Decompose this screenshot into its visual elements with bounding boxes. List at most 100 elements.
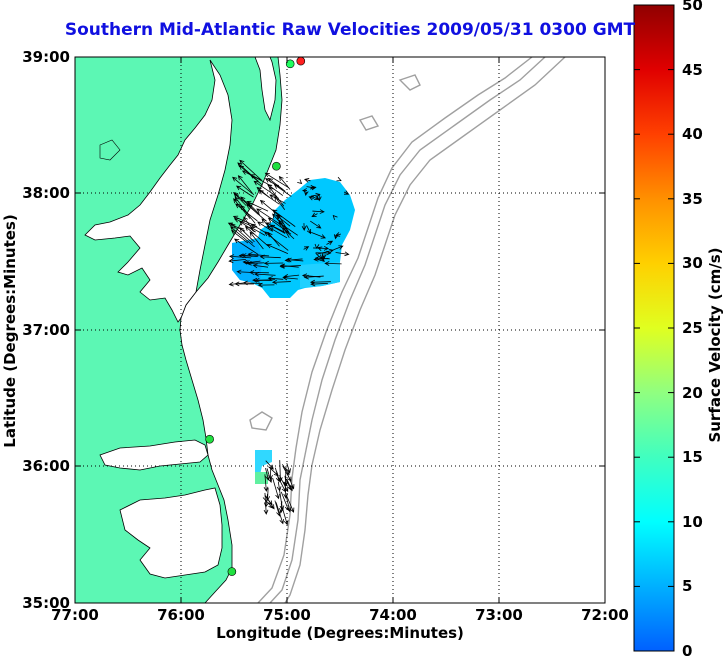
velocity-arrow	[263, 474, 269, 492]
velocity-arrow	[264, 493, 269, 508]
velocity-arrow	[256, 186, 270, 198]
velocity-arrow	[236, 269, 253, 275]
velocity-arrow	[232, 176, 252, 194]
velocity-arrow	[278, 219, 290, 238]
velocity-arrow	[308, 196, 314, 201]
station-marker	[285, 59, 295, 69]
velocity-arrow	[233, 238, 259, 255]
station-markers	[205, 57, 306, 576]
velocity-arrow	[230, 226, 255, 248]
velocity-arrow	[313, 256, 329, 262]
y-tick-label: 38:00	[22, 184, 70, 202]
colorbar	[633, 4, 675, 652]
velocity-arrow	[301, 273, 321, 279]
velocity-arrow	[262, 497, 274, 509]
velocity-arrow	[265, 222, 286, 233]
colorbar-tick-label: 35	[682, 190, 703, 208]
y-tick-label: 39:00	[22, 48, 70, 66]
axis-ticks	[75, 57, 605, 603]
delaware-bay	[254, 57, 277, 122]
velocity-arrow	[275, 214, 291, 227]
station-marker	[227, 567, 237, 576]
velocity-arrow	[301, 223, 307, 231]
velocity-arrow	[252, 263, 269, 269]
velocity-arrow	[258, 189, 280, 205]
velocity-arrow	[271, 279, 291, 285]
velocity-arrow	[263, 260, 284, 266]
velocity-arrow	[306, 184, 316, 190]
y-tick-label: 35:00	[22, 594, 70, 612]
velocity-arrow	[266, 243, 289, 254]
velocity-arrow	[240, 196, 259, 215]
albemarle-sound	[99, 439, 209, 471]
velocity-arrow	[312, 209, 325, 214]
velocity-arrow	[282, 275, 298, 281]
velocity-arrow	[243, 216, 255, 233]
velocity-arrow	[246, 260, 265, 266]
velocity-arrow	[303, 178, 311, 183]
velocity-arrow	[333, 234, 339, 240]
velocity-arrow	[228, 281, 246, 287]
velocity-arrow	[264, 178, 284, 190]
x-tick-label: 75:00	[263, 606, 311, 624]
colorbar-tick-label: 20	[682, 384, 703, 402]
island	[99, 139, 121, 161]
velocity-arrow	[273, 184, 292, 197]
colorbar-tick-label: 25	[682, 319, 703, 337]
x-tick-label: 72:00	[581, 606, 629, 624]
velocity-arrow	[274, 500, 281, 517]
velocity-arrow	[280, 491, 290, 512]
chesapeake-bay	[84, 59, 233, 323]
velocity-arrow	[280, 503, 289, 526]
map-title: Southern Mid-Atlantic Raw Velocities 200…	[64, 20, 636, 40]
velocity-arrow	[261, 218, 274, 232]
velocity-arrow	[254, 277, 275, 283]
velocity-arrow	[237, 162, 259, 182]
velocity-arrow	[317, 248, 334, 255]
velocity-arrow	[267, 217, 292, 235]
velocity-arrow	[247, 252, 270, 257]
velocity-arrow	[228, 254, 252, 259]
velocity-arrow	[275, 502, 284, 525]
velocity-arrow	[313, 245, 330, 251]
velocity-arrow	[257, 282, 275, 288]
velocity-arrow	[302, 188, 308, 193]
station-marker	[272, 161, 281, 171]
colorbar-tick-label: 15	[682, 448, 703, 466]
velocity-arrow	[263, 492, 269, 515]
y-axis-label: Latitude (Degrees:Minutes)	[1, 214, 19, 448]
velocity-arrow	[249, 174, 272, 187]
velocity-arrow	[284, 257, 303, 263]
velocity-arrow	[314, 243, 320, 250]
station-marker	[296, 57, 306, 66]
velocity-arrow	[269, 194, 286, 204]
x-tick-label: 77:00	[51, 606, 99, 624]
velocity-arrow	[259, 199, 279, 216]
x-tick-label: 76:00	[157, 606, 205, 624]
velocity-arrow	[240, 204, 256, 224]
velocity-arrow	[231, 229, 249, 244]
velocity-arrow	[283, 482, 289, 499]
y-tick-label: 37:00	[22, 321, 70, 339]
velocity-arrow	[297, 179, 303, 185]
velocity-arrow	[332, 214, 338, 220]
velocity-arrow	[335, 251, 350, 257]
colorbar-tick-label: 0	[682, 642, 693, 660]
bathymetry-contours	[249, 57, 566, 603]
velocity-arrow	[306, 225, 312, 235]
velocity-arrow	[311, 212, 318, 217]
velocity-arrow	[279, 264, 301, 269]
velocity-arrow	[267, 232, 280, 247]
velocity-arrow	[310, 192, 321, 198]
velocity-arrow	[285, 494, 295, 513]
velocity-arrow	[233, 218, 256, 228]
velocity-arrow	[303, 246, 310, 251]
x-axis-label: Longitude (Degrees:Minutes)	[216, 624, 464, 642]
velocity-arrow	[336, 176, 342, 182]
velocity-arrow	[230, 223, 254, 244]
velocity-arrow	[343, 190, 350, 195]
y-tick-label: 36:00	[22, 457, 70, 475]
colorbar-tick-label: 50	[682, 0, 703, 14]
station-marker	[205, 434, 214, 444]
